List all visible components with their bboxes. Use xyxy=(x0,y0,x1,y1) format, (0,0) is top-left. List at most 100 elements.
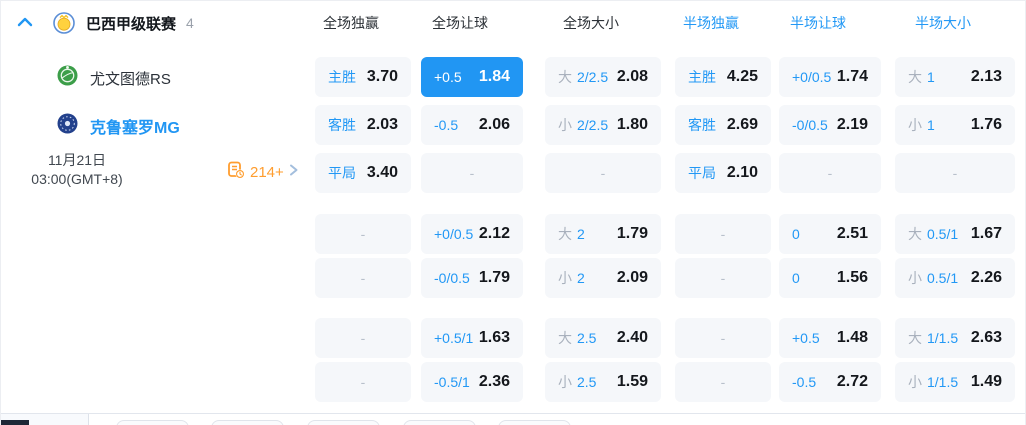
odds-line-label: 0.5/1 xyxy=(927,226,959,242)
odds-cell: - xyxy=(675,362,771,402)
odds-cell[interactable]: -0/0.5 2.19 xyxy=(779,105,881,145)
over-under-prefix: 大 xyxy=(908,69,922,85)
odds-line-label: 2/2.5 xyxy=(577,117,609,133)
odds-value: 2.63 xyxy=(970,329,1002,346)
odds-value: 1.79 xyxy=(478,269,510,286)
no-odds-dash: - xyxy=(720,374,726,390)
odds-line-label: +0.5/1 xyxy=(434,330,474,346)
extra-markets-count: 214+ xyxy=(250,163,284,181)
odds-cell[interactable]: +0/0.5 2.12 xyxy=(421,214,523,254)
partial-pill-button[interactable] xyxy=(116,420,189,425)
league-title: 巴西甲级联赛 xyxy=(86,15,177,33)
odds-cell: - xyxy=(675,258,771,298)
partial-pill-button[interactable] xyxy=(211,420,284,425)
odds-cell[interactable]: 大 0.5/1 1.67 xyxy=(895,214,1015,254)
odds-cell[interactable]: 大 2.5 2.40 xyxy=(545,318,661,358)
odds-cell[interactable]: 小 0.5/1 2.26 xyxy=(895,258,1015,298)
odds-cell[interactable]: 0 1.56 xyxy=(779,258,881,298)
odds-cell[interactable]: 大 1 2.13 xyxy=(895,57,1015,97)
odds-line-label: -0/0.5 xyxy=(792,117,828,133)
odds-value: 1.80 xyxy=(616,116,648,133)
match-date: 11月21日 xyxy=(47,152,107,168)
chevron-right-icon xyxy=(289,163,299,182)
odds-line-label: 2.5 xyxy=(577,374,597,390)
over-under-prefix: 小 xyxy=(558,117,572,133)
odds-cell[interactable]: +0.5/1 1.63 xyxy=(421,318,523,358)
partial-pill-button[interactable] xyxy=(403,420,476,425)
odds-cell[interactable]: 客胜 2.03 xyxy=(315,105,411,145)
no-odds-dash: - xyxy=(827,165,833,181)
column-header-halftime-overunder: 半场大小 xyxy=(915,15,971,31)
odds-value: 2.13 xyxy=(970,68,1002,85)
odds-line-label: 1/1.5 xyxy=(927,374,959,390)
odds-line-label: 0 xyxy=(792,270,800,286)
over-under-prefix: 小 xyxy=(558,270,572,286)
odds-line-label: +0.5 xyxy=(792,330,820,346)
odds-cell[interactable]: -0/0.5 1.79 xyxy=(421,258,523,298)
odds-cell[interactable]: 小 2 2.09 xyxy=(545,258,661,298)
partial-dark-element xyxy=(1,420,29,425)
away-team-name: 克鲁塞罗MG xyxy=(90,120,180,137)
odds-cell[interactable]: +0/0.5 1.74 xyxy=(779,57,881,97)
odds-cell[interactable]: 主胜 4.25 xyxy=(675,57,771,97)
odds-line-label: 2.5 xyxy=(577,330,597,346)
odds-cell[interactable]: -0.5 2.72 xyxy=(779,362,881,402)
odds-cell[interactable]: 大 2 1.79 xyxy=(545,214,661,254)
odds-line-label: 客胜 xyxy=(328,117,356,133)
league-header: 巴西甲级联赛 4 xyxy=(17,1,194,45)
odds-cell[interactable]: 小 2.5 1.59 xyxy=(545,362,661,402)
odds-line-label: 主胜 xyxy=(328,69,356,85)
odds-value: 1.49 xyxy=(970,373,1002,390)
odds-cell[interactable]: 主胜 3.70 xyxy=(315,57,411,97)
odds-cell[interactable]: 小 1/1.5 1.49 xyxy=(895,362,1015,402)
partial-pill-button[interactable] xyxy=(307,420,380,425)
column-header-fulltime-overunder: 全场大小 xyxy=(563,15,619,31)
odds-value: 2.19 xyxy=(836,116,868,133)
odds-cell[interactable]: 小 1 1.76 xyxy=(895,105,1015,145)
collapse-button[interactable] xyxy=(17,14,33,32)
odds-value: 2.06 xyxy=(478,116,510,133)
odds-cell: - xyxy=(545,153,661,193)
match-datetime: 11月21日 03:00(GMT+8) xyxy=(15,151,139,189)
odds-line-label: 主胜 xyxy=(688,69,716,85)
odds-cell[interactable]: -0.5/1 2.36 xyxy=(421,362,523,402)
odds-line-label: 0 xyxy=(792,226,800,242)
odds-line-label: +0/0.5 xyxy=(434,226,474,242)
odds-cell: - xyxy=(421,153,523,193)
no-odds-dash: - xyxy=(360,270,366,286)
over-under-prefix: 小 xyxy=(908,117,922,133)
no-odds-dash: - xyxy=(720,270,726,286)
odds-value: 1.63 xyxy=(478,329,510,346)
over-under-prefix: 大 xyxy=(908,226,922,242)
odds-value: 1.56 xyxy=(836,269,868,286)
odds-value: 2.09 xyxy=(616,269,648,286)
odds-cell[interactable]: +0.5 1.84 xyxy=(421,57,523,97)
no-odds-dash: - xyxy=(360,330,366,346)
odds-cell[interactable]: 大 2/2.5 2.08 xyxy=(545,57,661,97)
odds-line-label: 1 xyxy=(927,69,935,85)
odds-cell[interactable]: 客胜 2.69 xyxy=(675,105,771,145)
over-under-prefix: 大 xyxy=(558,69,572,85)
odds-line-label: -0.5 xyxy=(792,374,817,390)
no-odds-dash: - xyxy=(952,165,958,181)
odds-cell[interactable]: 小 2/2.5 1.80 xyxy=(545,105,661,145)
odds-cell[interactable]: -0.5 2.06 xyxy=(421,105,523,145)
home-team-badge-icon xyxy=(57,65,78,91)
odds-cell: - xyxy=(675,214,771,254)
home-team-row: 尤文图德RS xyxy=(57,65,171,91)
odds-value: 1.84 xyxy=(478,68,510,85)
chevron-up-icon xyxy=(17,14,33,32)
partial-pill-button[interactable] xyxy=(498,420,571,425)
odds-value: 2.40 xyxy=(616,329,648,346)
odds-line-label: 0.5/1 xyxy=(927,270,959,286)
odds-cell[interactable]: 平局 3.40 xyxy=(315,153,411,193)
odds-cell[interactable]: 大 1/1.5 2.63 xyxy=(895,318,1015,358)
odds-cell[interactable]: 0 2.51 xyxy=(779,214,881,254)
odds-cell[interactable]: 平局 2.10 xyxy=(675,153,771,193)
odds-cell[interactable]: +0.5 1.48 xyxy=(779,318,881,358)
extra-markets-link[interactable]: 214+ xyxy=(227,157,299,187)
odds-value: 3.70 xyxy=(366,68,398,85)
odds-line-label: 客胜 xyxy=(688,117,716,133)
odds-cell: - xyxy=(779,153,881,193)
